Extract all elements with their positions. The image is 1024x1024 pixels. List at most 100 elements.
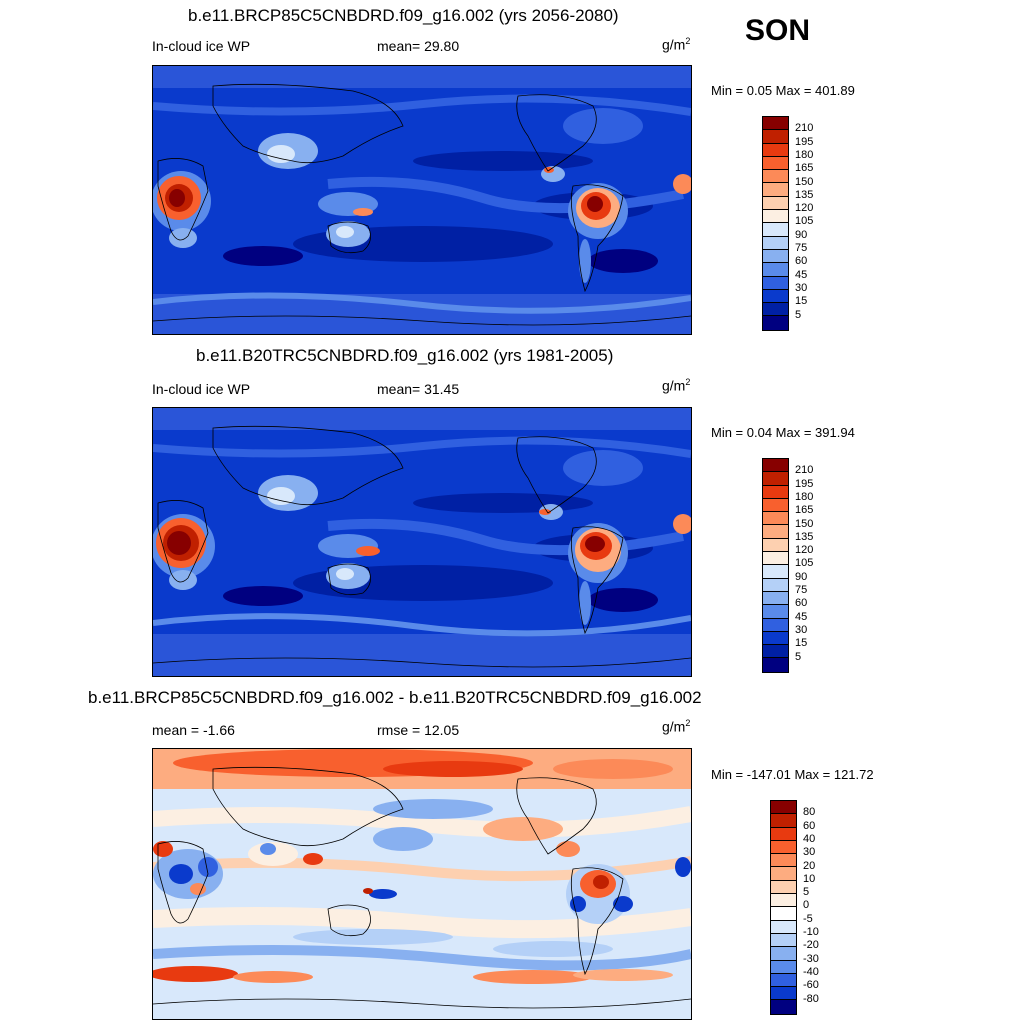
panel-3-mean-label: mean = -1.66 xyxy=(152,722,235,738)
colorbar-tick-label: -20 xyxy=(803,939,819,952)
colorbar-swatch xyxy=(771,814,796,828)
colorbar-tick-label: 180 xyxy=(795,490,814,503)
colorbar-tick-label: 40 xyxy=(803,832,816,845)
colorbar-swatch xyxy=(763,156,788,171)
panel-2-mean-label: mean= 31.45 xyxy=(377,381,460,397)
panel-2-map-field xyxy=(153,408,691,676)
colorbar-tick-label: 150 xyxy=(795,175,814,188)
colorbar-tick-label: 30 xyxy=(803,846,816,859)
colorbar-swatch xyxy=(771,920,796,934)
colorbar-swatch xyxy=(763,605,788,619)
panel-1-title: b.e11.BRCP85C5CNBDRD.f09_g16.002 (yrs 20… xyxy=(188,6,619,25)
colorbar-swatch xyxy=(763,565,788,579)
colorbar-swatch xyxy=(763,263,788,277)
colorbar-swatch xyxy=(771,933,796,948)
colorbar-swatch xyxy=(763,498,788,513)
colorbar-swatch xyxy=(763,552,788,566)
colorbar-tick-label: 105 xyxy=(795,557,814,570)
panel-1-colorbar xyxy=(762,116,789,331)
colorbar-swatch xyxy=(763,289,788,304)
colorbar-tick-label: -10 xyxy=(803,926,819,938)
colorbar-swatch xyxy=(763,316,788,330)
colorbar-tick-label: -5 xyxy=(803,912,813,925)
colorbar-tick-label: 10 xyxy=(803,872,816,885)
colorbar-tick-label: 165 xyxy=(795,504,814,517)
panel-2-title: b.e11.B20TRC5CNBDRD.f09_g16.002 (yrs 198… xyxy=(196,346,614,365)
colorbar-swatch xyxy=(763,631,788,646)
colorbar-tick-label: 210 xyxy=(795,464,814,477)
panel-2-variable-label: In-cloud ice WP xyxy=(152,381,251,397)
colorbar-tick-label: -60 xyxy=(803,979,819,992)
colorbar-tick-label: 150 xyxy=(795,517,814,530)
colorbar-tick-label: 120 xyxy=(795,202,814,215)
colorbar-tick-label: 5 xyxy=(803,886,810,899)
panel-1-map-field xyxy=(153,66,691,334)
colorbar-tick-label: 90 xyxy=(795,570,808,583)
colorbar-tick-label: -80 xyxy=(803,992,819,1005)
colorbar-tick-label: 105 xyxy=(795,215,814,228)
colorbar-tick-label: 75 xyxy=(795,584,808,596)
colorbar-swatch xyxy=(763,578,788,592)
colorbar-swatch xyxy=(763,303,788,317)
colorbar-swatch xyxy=(763,512,788,526)
colorbar-tick-label: 60 xyxy=(795,255,808,268)
colorbar-swatch xyxy=(771,840,796,855)
colorbar-tick-label: 60 xyxy=(803,819,816,832)
colorbar-swatch xyxy=(771,880,796,895)
colorbar-tick-label: 20 xyxy=(803,859,816,872)
colorbar-swatch xyxy=(763,645,788,659)
colorbar-swatch xyxy=(771,1000,796,1014)
colorbar-swatch xyxy=(763,485,788,499)
colorbar-tick-label: 0 xyxy=(803,899,810,912)
colorbar-tick-label: 15 xyxy=(795,637,808,650)
colorbar-swatch xyxy=(763,143,788,157)
panel-1-minmax-label: Min = 0.05 Max = 401.89 xyxy=(711,83,855,98)
colorbar-swatch xyxy=(763,210,788,224)
colorbar-swatch xyxy=(763,276,788,290)
panel-2-units-label: g/m2 xyxy=(662,377,691,394)
colorbar-swatch xyxy=(763,658,788,672)
panel-3-rmse-label: rmse = 12.05 xyxy=(377,722,460,738)
colorbar-swatch xyxy=(771,801,796,815)
colorbar-swatch xyxy=(763,117,788,131)
colorbar-tick-label: -40 xyxy=(803,965,819,978)
colorbar-tick-label: 180 xyxy=(795,148,814,161)
panel-3-units-label: g/m2 xyxy=(662,718,691,735)
colorbar-tick-label: 45 xyxy=(795,268,808,281)
colorbar-swatch xyxy=(771,907,796,921)
panel-3-map xyxy=(152,748,692,1020)
colorbar-tick-label: 80 xyxy=(803,806,816,819)
colorbar-swatch xyxy=(771,867,796,881)
colorbar-tick-label: 165 xyxy=(795,162,814,175)
colorbar-tick-label: 195 xyxy=(795,477,814,490)
colorbar-tick-label: 75 xyxy=(795,242,808,254)
season-label: SON xyxy=(745,14,811,47)
panel-1-mean-label: mean= 29.80 xyxy=(377,38,460,54)
panel-1-units-label: g/m2 xyxy=(662,36,691,53)
colorbar-swatch xyxy=(771,960,796,974)
panel-3-colorbar xyxy=(770,800,797,1015)
colorbar-tick-label: 30 xyxy=(795,623,808,636)
panel-2-minmax-label: Min = 0.04 Max = 391.94 xyxy=(711,425,855,440)
colorbar-swatch xyxy=(763,223,788,237)
colorbar-tick-label: 5 xyxy=(795,308,802,321)
colorbar-swatch xyxy=(763,459,788,473)
colorbar-swatch xyxy=(771,987,796,1001)
colorbar-swatch xyxy=(763,249,788,264)
colorbar-tick-label: 30 xyxy=(795,281,808,294)
colorbar-swatch xyxy=(771,854,796,868)
colorbar-tick-label: 15 xyxy=(795,295,808,308)
colorbar-swatch xyxy=(763,472,788,486)
colorbar-swatch xyxy=(771,894,796,908)
panel-2-colorbar xyxy=(762,458,789,673)
panel-1-map xyxy=(152,65,692,335)
colorbar-tick-label: 135 xyxy=(795,530,814,543)
colorbar-swatch xyxy=(771,947,796,961)
colorbar-swatch xyxy=(763,538,788,553)
colorbar-swatch xyxy=(763,170,788,184)
colorbar-swatch xyxy=(763,130,788,144)
colorbar-tick-label: 90 xyxy=(795,228,808,241)
colorbar-tick-label: 210 xyxy=(795,122,814,135)
colorbar-swatch xyxy=(763,525,788,539)
colorbar-tick-label: -30 xyxy=(803,952,819,965)
